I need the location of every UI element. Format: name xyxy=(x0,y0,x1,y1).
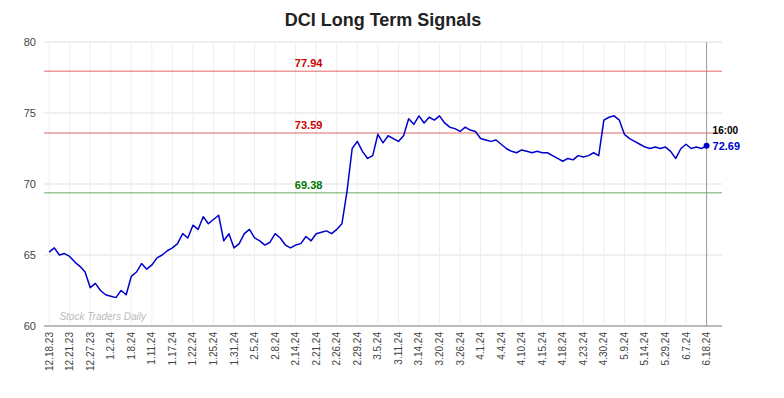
x-tick-label: 2.5.24 xyxy=(249,332,260,360)
x-tick-label: 4.18.24 xyxy=(557,332,568,366)
x-tick-label: 1.31.24 xyxy=(229,332,240,366)
x-tick-label: 4.4.24 xyxy=(496,332,507,360)
x-grid-line xyxy=(90,42,91,326)
x-tick-label: 5.14.24 xyxy=(639,332,650,366)
x-tick-label: 4.1.24 xyxy=(475,332,486,360)
x-tick-label: 3.20.24 xyxy=(434,332,445,366)
x-grid-line xyxy=(357,42,358,326)
plot-area xyxy=(44,42,722,326)
x-grid-line xyxy=(603,42,604,326)
x-grid-line xyxy=(213,42,214,326)
x-grid-line xyxy=(398,42,399,326)
x-tick-label: 3.11.24 xyxy=(393,332,404,365)
x-tick-label: 2.26.24 xyxy=(331,332,342,366)
x-tick-label: 1.25.24 xyxy=(208,332,219,366)
x-grid-line xyxy=(460,42,461,326)
x-tick-label: 3.26.24 xyxy=(455,332,466,366)
x-tick-label: 12.27.23 xyxy=(85,332,96,371)
x-tick-label: 4.30.24 xyxy=(598,332,609,366)
last-value-label: 72.69 xyxy=(713,140,741,152)
x-grid-line xyxy=(151,42,152,326)
last-point-line xyxy=(706,42,707,326)
x-grid-line xyxy=(706,42,707,326)
x-grid-line xyxy=(49,42,50,326)
x-grid-line xyxy=(234,42,235,326)
x-tick-label: 2.29.24 xyxy=(352,332,363,366)
y-grid-line xyxy=(44,113,722,114)
title: DCI Long Term Signals xyxy=(285,10,482,30)
reference-line xyxy=(44,192,722,194)
reference-label: 69.38 xyxy=(295,179,323,191)
x-grid-line xyxy=(624,42,625,326)
y-tick-label: 75 xyxy=(24,107,36,119)
x-grid-line xyxy=(480,42,481,326)
x-axis-line xyxy=(44,326,722,327)
x-tick-label: 1.2.24 xyxy=(105,332,116,360)
watermark: Stock Traders Daily xyxy=(59,311,147,322)
x-tick-label: 4.15.24 xyxy=(537,332,548,366)
reference-label: 73.59 xyxy=(295,119,323,131)
x-grid-line xyxy=(542,42,543,326)
x-tick-label: 5.9.24 xyxy=(619,332,630,360)
x-tick-label: 1.11.24 xyxy=(146,332,157,365)
x-grid-line xyxy=(254,42,255,326)
y-grid-line xyxy=(44,326,722,327)
x-tick-label: 2.21.24 xyxy=(311,332,322,366)
x-tick-label: 5.29.24 xyxy=(660,332,671,366)
x-tick-label: 6.7.24 xyxy=(681,332,692,360)
x-tick-label: 4.10.24 xyxy=(516,332,527,366)
y-grid-line xyxy=(44,255,722,256)
x-grid-line xyxy=(69,42,70,326)
x-grid-line xyxy=(192,42,193,326)
background xyxy=(0,0,784,398)
x-tick-label: 12.21.23 xyxy=(64,332,75,371)
x-tick-label: 2.14.24 xyxy=(290,332,301,366)
y-grid-line xyxy=(44,42,722,43)
reference-label: 77.94 xyxy=(295,57,323,69)
grid xyxy=(44,42,722,326)
last-point-dot xyxy=(704,143,710,149)
y-tick-label: 60 xyxy=(24,320,36,332)
price-line xyxy=(49,116,706,298)
x-tick-label: 1.8.24 xyxy=(126,332,137,360)
last-time-label: 16:00 xyxy=(713,125,739,136)
x-tick-label: 4.23.24 xyxy=(578,332,589,366)
x-grid-line xyxy=(583,42,584,326)
reference-line xyxy=(44,70,722,72)
x-grid-line xyxy=(665,42,666,326)
x-grid-line xyxy=(521,42,522,326)
x-grid-line xyxy=(418,42,419,326)
y-tick-label: 70 xyxy=(24,178,36,190)
x-grid-line xyxy=(110,42,111,326)
x-grid-line xyxy=(686,42,687,326)
x-tick-label: 3.5.24 xyxy=(372,332,383,360)
x-grid-line xyxy=(439,42,440,326)
x-tick-label: 6.18.24 xyxy=(701,332,712,366)
x-grid-line xyxy=(377,42,378,326)
x-grid-line xyxy=(275,42,276,326)
y-tick-label: 65 xyxy=(24,249,36,261)
x-tick-label: 1.22.24 xyxy=(187,332,198,366)
y-tick-label: 80 xyxy=(24,36,36,48)
x-grid-line xyxy=(562,42,563,326)
x-tick-label: 1.17.24 xyxy=(167,332,178,366)
x-grid-line xyxy=(644,42,645,326)
x-grid-line xyxy=(336,42,337,326)
x-tick-label: 3.14.24 xyxy=(413,332,424,366)
x-grid-line xyxy=(172,42,173,326)
x-tick-label: 2.8.24 xyxy=(270,332,281,360)
reference-line xyxy=(44,132,722,134)
x-grid-line xyxy=(131,42,132,326)
x-tick-label: 12.18.23 xyxy=(44,332,55,371)
y-grid-line xyxy=(44,184,722,185)
x-grid-line xyxy=(501,42,502,326)
